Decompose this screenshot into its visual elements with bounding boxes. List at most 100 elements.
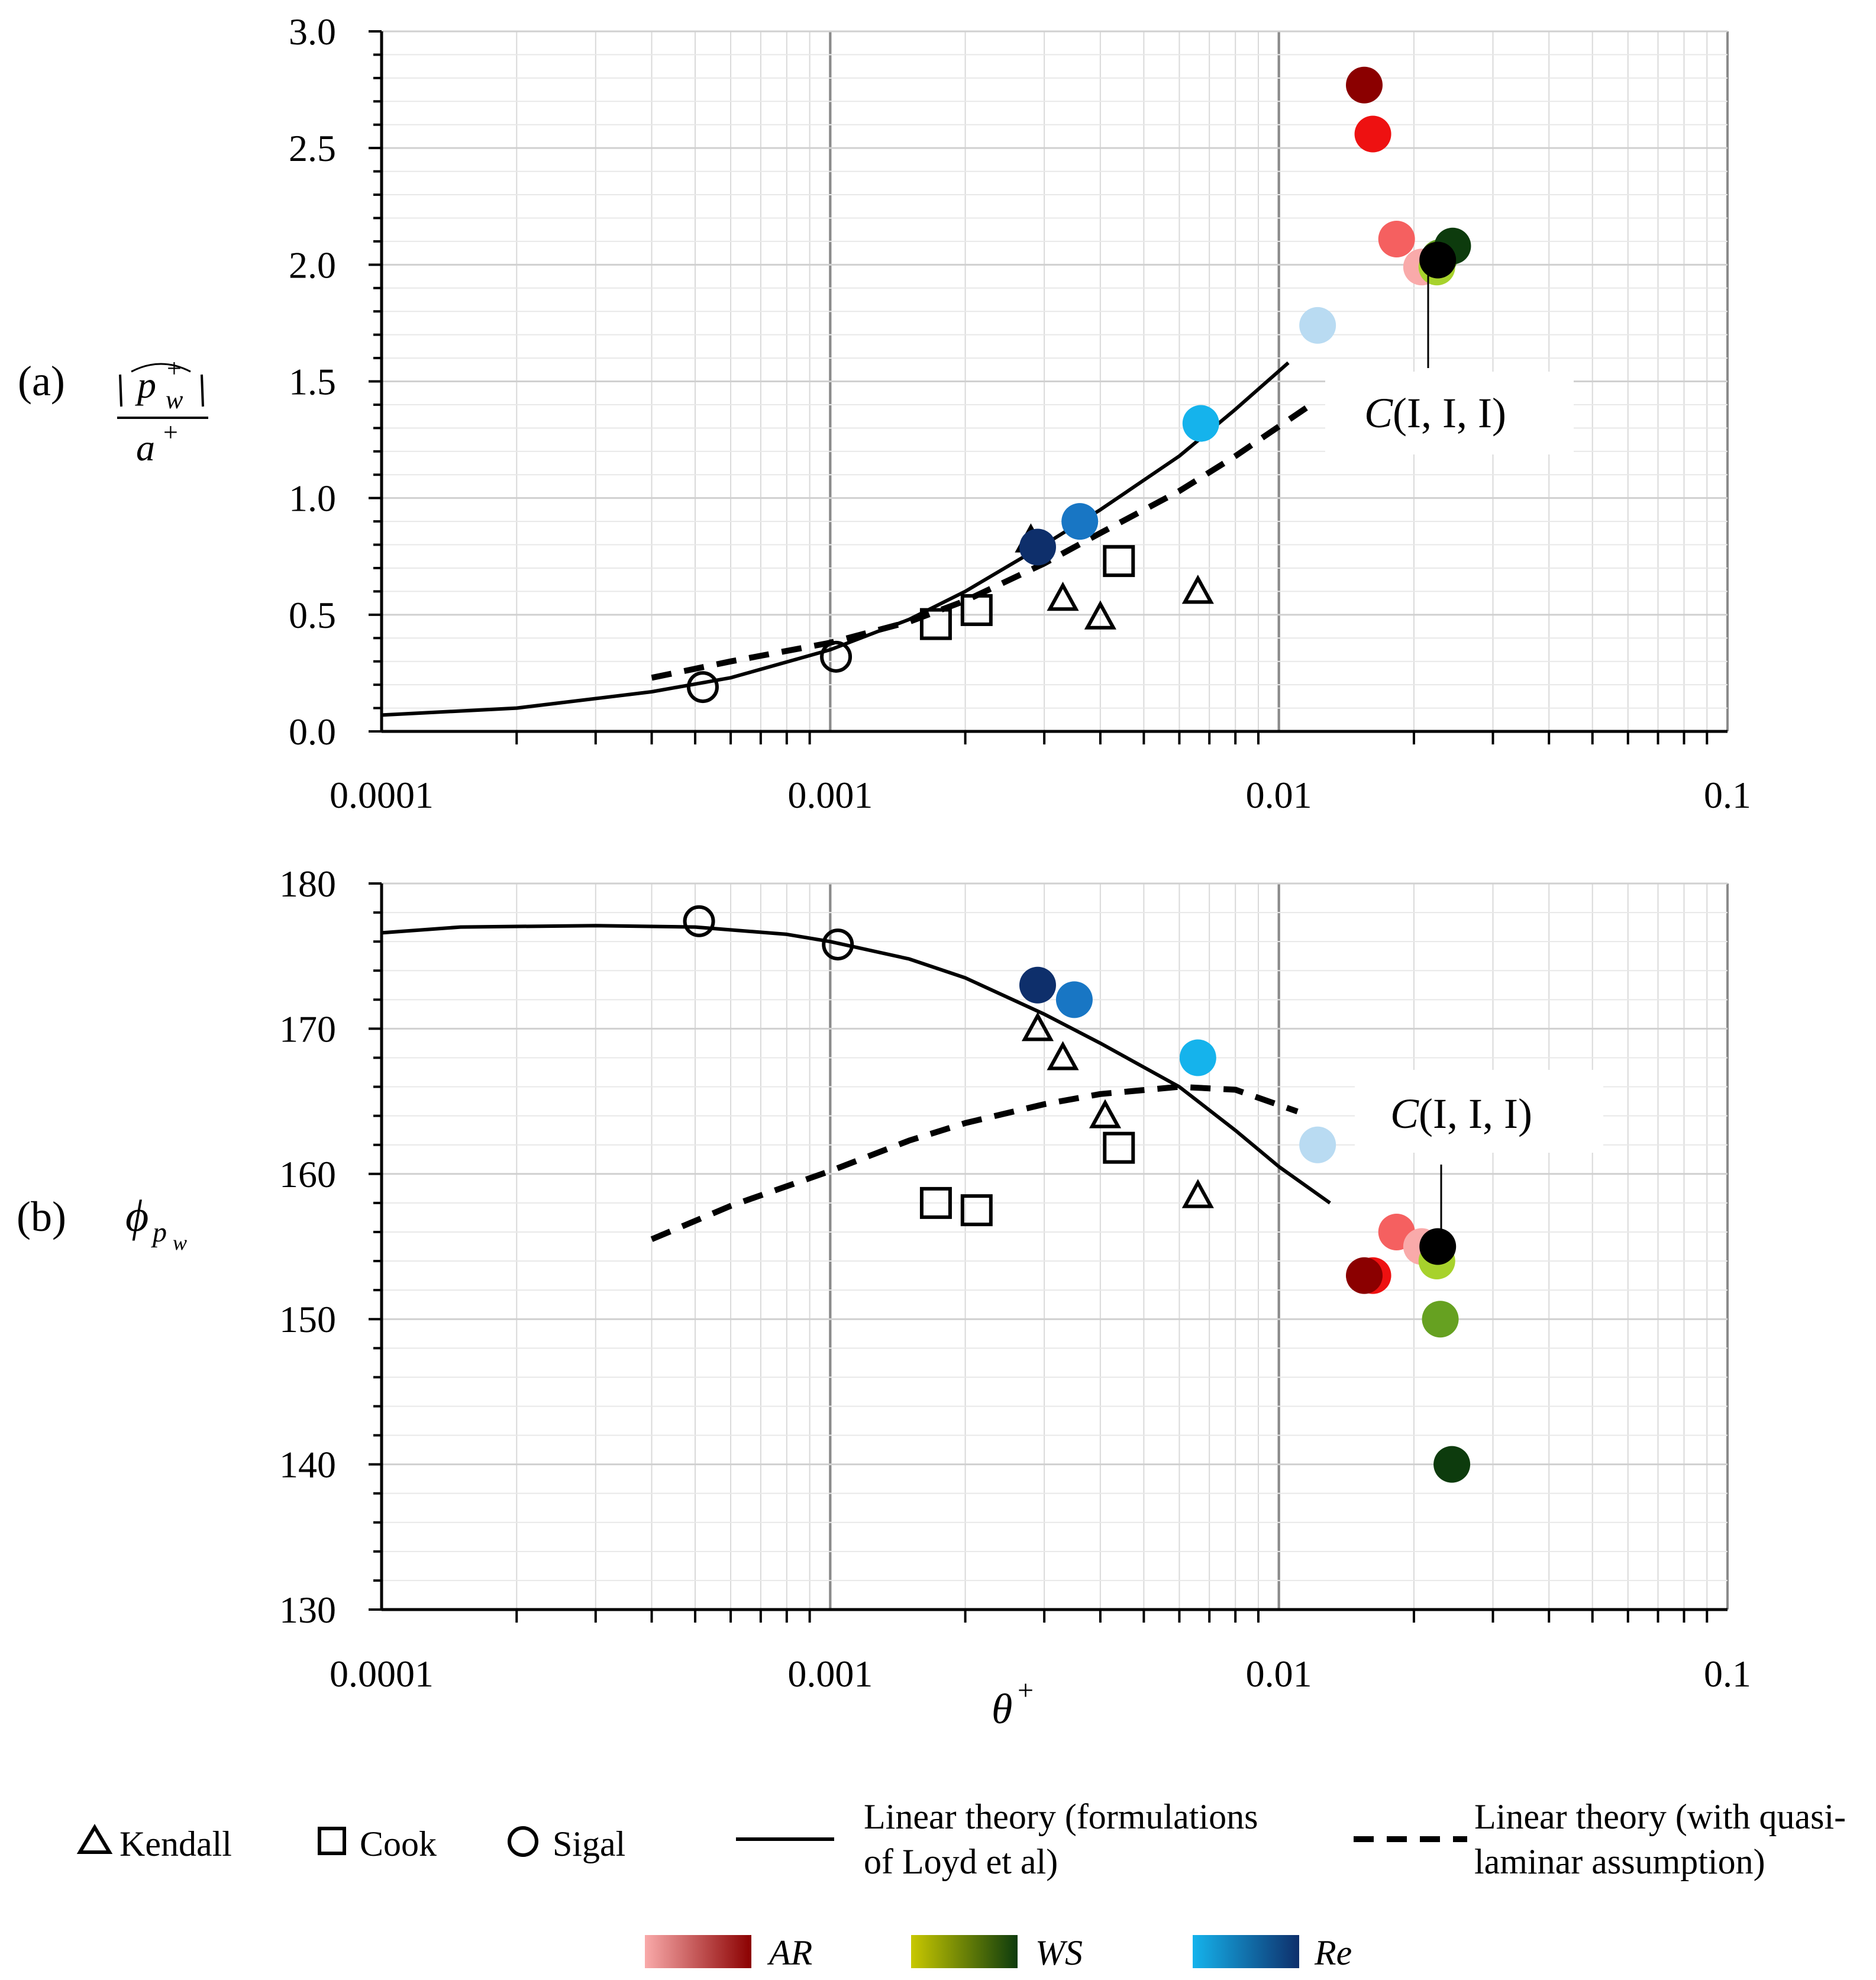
- point-re: [1182, 405, 1219, 442]
- y-tick-label: 170: [279, 1008, 336, 1050]
- panel-a-annotation: C(I, I, I): [1325, 254, 1574, 454]
- y-tick-label: 180: [279, 863, 336, 905]
- point-re: [1299, 307, 1336, 344]
- legend-label-sigal: Sigal: [553, 1824, 625, 1863]
- legend-item-linear-theory-loyd: Linear theory (formulations of Loyd et a…: [736, 1797, 1258, 1881]
- point-ws: [1419, 1228, 1457, 1265]
- point-sigal: [686, 671, 719, 704]
- x-tick-label: 0.001: [787, 1653, 873, 1695]
- point-kendall: [1089, 1099, 1122, 1128]
- legend: Kendall Cook Sigal Linear theory (formul…: [76, 1797, 1846, 1972]
- legend-item-sigal: Sigal: [508, 1824, 625, 1863]
- point-re: [1019, 528, 1056, 566]
- legend-label-re: Re: [1314, 1933, 1352, 1972]
- point-kendall: [1181, 575, 1214, 604]
- legend-label-ar: AR: [767, 1933, 812, 1972]
- panel-b-grid: [380, 882, 1729, 1611]
- series-line-loyd: [381, 361, 1290, 717]
- y-tick-label: 2.5: [289, 127, 336, 169]
- point-ws: [1422, 1301, 1459, 1338]
- panel-a-ylabel-denominator-sup: +: [163, 418, 178, 447]
- point-ar: [1346, 66, 1383, 104]
- point-sigal: [683, 905, 715, 937]
- panel-b-lines: [381, 924, 1331, 1242]
- x-tick-label: 0.1: [1704, 1653, 1751, 1695]
- legend-label-cook: Cook: [360, 1824, 437, 1863]
- y-tick-label: 0.0: [289, 711, 336, 753]
- y-tick-label: 1.0: [289, 478, 336, 520]
- point-ar: [1346, 1257, 1383, 1294]
- legend-label-quasi-line1: Linear theory (with quasi-: [1474, 1797, 1846, 1836]
- panel-a-annotation-args: (I, I, I): [1393, 389, 1506, 437]
- panel-a-ylabel: p + w a +: [117, 354, 208, 469]
- panel-b-xlabel: θ +: [992, 1675, 1034, 1733]
- x-tick-label: 0.0001: [330, 774, 434, 816]
- legend-item-ws: WS: [911, 1933, 1083, 1972]
- y-tick-label: 1.5: [289, 361, 336, 403]
- point-ar: [1354, 115, 1391, 153]
- point-cook: [1103, 545, 1135, 578]
- series-line-quasi-laminar: [650, 1083, 1299, 1242]
- legend-label-loyd-line2: of Loyd et al): [864, 1842, 1058, 1881]
- legend-item-re: Re: [1193, 1933, 1352, 1972]
- panel-b-axes: 0.0001 0.001 0.01 0.1 130 140 150 160 170 180: [279, 863, 1751, 1695]
- legend-item-ar: AR: [645, 1933, 812, 1972]
- x-tick-label: 0.1: [1704, 774, 1751, 816]
- point-re: [1055, 981, 1093, 1018]
- panel-a-ylabel-denominator: a: [136, 427, 155, 469]
- point-re: [1061, 503, 1099, 540]
- panel-a-ylabel-sub: w: [166, 385, 183, 414]
- point-kendall: [1084, 600, 1116, 630]
- legend-item-cook: Cook: [318, 1824, 437, 1863]
- point-ws: [1433, 1446, 1471, 1483]
- panel-b-points: [683, 905, 1471, 1483]
- y-tick-label: 160: [279, 1153, 336, 1195]
- panel-a-lines: [381, 361, 1316, 717]
- point-sigal: [822, 928, 854, 961]
- y-tick-label: 2.0: [289, 244, 336, 286]
- point-kendall: [1047, 1041, 1079, 1070]
- point-cook: [919, 608, 952, 640]
- point-kendall: [1047, 582, 1079, 611]
- panel-b-ylabel: ϕ p w: [125, 1191, 187, 1255]
- panel-b-ylabel-sub: p: [151, 1217, 167, 1248]
- series-line-loyd: [381, 924, 1331, 1205]
- panel-a-grid: [380, 30, 1729, 733]
- panel-a-ylabel-sup: +: [167, 354, 182, 383]
- panel-b-annotation-c: C: [1390, 1090, 1419, 1137]
- y-tick-label: 140: [279, 1444, 336, 1486]
- panel-b: 0.0001 0.001 0.01 0.1 130 140 150 160 170 180 (b)…: [17, 863, 1751, 1733]
- series-line-quasi-laminar: [651, 399, 1316, 681]
- panel-a-label: (a): [18, 357, 65, 405]
- x-tick-label: 0.01: [1246, 774, 1312, 816]
- point-re: [1179, 1039, 1216, 1076]
- point-re: [1299, 1126, 1336, 1163]
- point-cook: [1103, 1131, 1135, 1164]
- panel-b-xlabel-sup: +: [1018, 1675, 1034, 1706]
- panel-b-ylabel-subsub: w: [173, 1231, 187, 1255]
- panel-b-ylabel-base: ϕ: [125, 1191, 148, 1241]
- legend-label-loyd-line1: Linear theory (formulations: [864, 1797, 1258, 1836]
- point-cook: [960, 1194, 993, 1227]
- panel-b-annotation-args: (I, I, I): [1419, 1090, 1532, 1137]
- panel-a-ylabel-base: p: [135, 364, 156, 406]
- panel-a-points: [686, 66, 1471, 704]
- panel-b-label: (b): [17, 1193, 66, 1240]
- legend-label-ws: WS: [1035, 1933, 1083, 1972]
- legend-item-linear-theory-quasi-laminar: Linear theory (with quasi- laminar assum…: [1354, 1797, 1846, 1881]
- legend-label-quasi-line2: laminar assumption): [1474, 1842, 1765, 1881]
- y-tick-label: 0.5: [289, 594, 336, 636]
- point-cook: [919, 1186, 952, 1219]
- point-ar: [1378, 220, 1415, 257]
- point-kendall: [1021, 1012, 1054, 1041]
- panel-a-annotation-c: C: [1364, 389, 1393, 437]
- panel-b-xlabel-base: θ: [992, 1685, 1012, 1733]
- x-tick-label: 0.0001: [330, 1653, 434, 1695]
- x-tick-label: 0.001: [787, 774, 873, 816]
- svg-text:C(I, I, I): C(I, I, I): [1364, 389, 1506, 437]
- legend-item-kendall: Kendall: [76, 1824, 232, 1863]
- y-tick-label: 150: [279, 1298, 336, 1340]
- legend-label-kendall: Kendall: [120, 1824, 232, 1863]
- point-sigal: [820, 640, 853, 673]
